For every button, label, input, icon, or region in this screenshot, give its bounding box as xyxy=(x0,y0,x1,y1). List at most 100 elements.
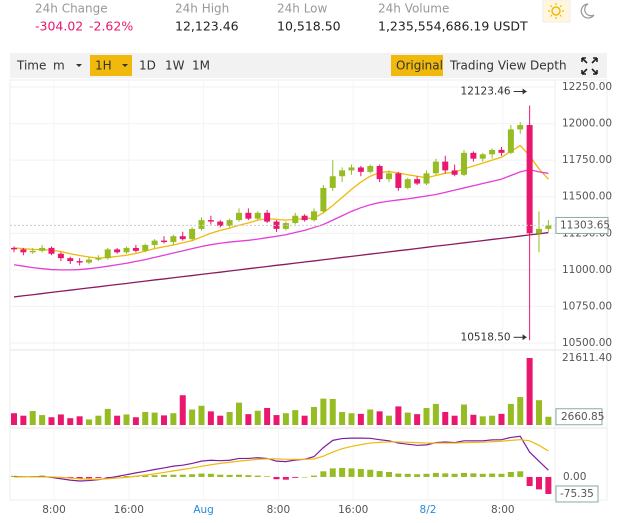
candle-body xyxy=(95,258,102,260)
macd-bar xyxy=(282,476,289,480)
toolbar-label: 1H xyxy=(95,59,112,73)
volume-bar xyxy=(348,413,355,425)
stat-value: 12,123.46 xyxy=(175,19,239,34)
volume-bar xyxy=(442,411,449,425)
candle-body xyxy=(367,165,374,172)
volume-bar xyxy=(470,414,477,425)
candle-body xyxy=(479,154,486,159)
candle-body xyxy=(76,261,83,263)
volume-bar xyxy=(301,415,308,425)
candle-body xyxy=(423,173,430,184)
toolbar-label: 1W xyxy=(165,59,185,73)
volume-bar xyxy=(432,403,439,425)
caret xyxy=(76,64,82,67)
candle-body xyxy=(142,244,149,251)
volume-bar xyxy=(339,411,346,425)
toolbar-label: 1M xyxy=(192,59,210,73)
volume-bar xyxy=(86,419,92,425)
candle-body xyxy=(48,247,55,254)
volume-bar xyxy=(217,415,224,425)
candle-body xyxy=(320,187,327,212)
y-tick-label: 11500.00 xyxy=(562,191,612,203)
x-tick-label: Aug xyxy=(193,504,214,516)
candle-body xyxy=(329,176,336,188)
sun-icon xyxy=(551,6,561,16)
volume-bar xyxy=(20,415,27,425)
candle-body xyxy=(536,228,542,234)
candle-body xyxy=(151,240,158,245)
macd-line xyxy=(14,439,549,480)
volume-bar xyxy=(273,415,280,425)
light-theme-button[interactable] xyxy=(542,0,571,23)
macd-bar xyxy=(170,474,177,477)
stat-label: 24h High xyxy=(175,2,229,16)
volume-bar xyxy=(198,405,205,425)
macd-bar xyxy=(507,471,514,477)
macd-bar xyxy=(226,474,233,477)
volume-bar xyxy=(545,416,552,425)
candle-body xyxy=(432,161,439,174)
candle-body xyxy=(470,152,477,159)
volume-last-label: 2660.85 xyxy=(561,411,604,423)
stat-label: 24h Low xyxy=(277,2,328,16)
macd-bar xyxy=(254,475,261,477)
toolbar-button[interactable] xyxy=(90,55,132,76)
volume-bar xyxy=(461,404,467,425)
candle-body xyxy=(20,249,27,253)
volume-bar xyxy=(67,418,74,425)
candle-body xyxy=(226,220,233,226)
fullscreen-button[interactable] xyxy=(581,57,598,75)
candle-body xyxy=(273,221,280,229)
macd-bar xyxy=(207,473,214,477)
volume-bar xyxy=(507,403,514,425)
candle-body xyxy=(198,220,205,229)
macd-bar xyxy=(301,476,308,478)
volume-bar xyxy=(11,413,17,425)
volume-bar xyxy=(517,397,524,425)
sun-rays xyxy=(548,3,564,19)
candle-body xyxy=(442,161,449,171)
volume-bar xyxy=(151,412,158,425)
macd-bar xyxy=(442,473,449,477)
candle-body xyxy=(104,249,111,259)
candle-body xyxy=(311,211,317,221)
candle-body xyxy=(29,250,36,253)
volume-bar xyxy=(189,409,196,425)
volume-bar xyxy=(104,408,111,425)
macd-bar xyxy=(311,475,317,477)
volume-bar xyxy=(226,411,233,425)
macd-bar xyxy=(142,475,149,477)
macd-bar xyxy=(292,476,299,478)
candle-body xyxy=(207,220,214,222)
candle-body xyxy=(526,125,533,234)
candle-body xyxy=(132,247,139,251)
candle-body xyxy=(489,149,496,155)
macd-last-label: -75.35 xyxy=(560,488,594,500)
toolbar-label: m xyxy=(53,59,65,73)
x-tick-label: 16:00 xyxy=(114,504,144,516)
volume-bar xyxy=(536,400,542,425)
candle-body xyxy=(39,247,46,251)
moving-average-line xyxy=(13,144,549,259)
macd-bar xyxy=(376,471,383,477)
y-tick-label: 11750.00 xyxy=(562,154,612,166)
toolbar-button[interactable] xyxy=(391,55,443,76)
volume-bar xyxy=(489,415,496,425)
chart-frame xyxy=(9,79,608,501)
candle-body xyxy=(217,221,224,226)
macd-tick-label: 0.00 xyxy=(563,471,586,483)
macd-bar xyxy=(526,476,533,486)
macd-bar xyxy=(104,476,111,478)
macd-bar xyxy=(245,475,252,477)
macd-bar xyxy=(348,468,355,477)
y-tick-label: 12000.00 xyxy=(562,118,612,130)
macd-bar xyxy=(329,468,336,477)
candle-body xyxy=(264,212,271,222)
moving-average-line xyxy=(13,168,549,271)
x-tick-label: 8:00 xyxy=(42,504,66,516)
dark-theme-button[interactable] xyxy=(580,3,595,19)
toolbar-label: Time xyxy=(16,59,46,73)
macd-bar xyxy=(264,476,271,477)
volume-last-box xyxy=(555,408,603,426)
